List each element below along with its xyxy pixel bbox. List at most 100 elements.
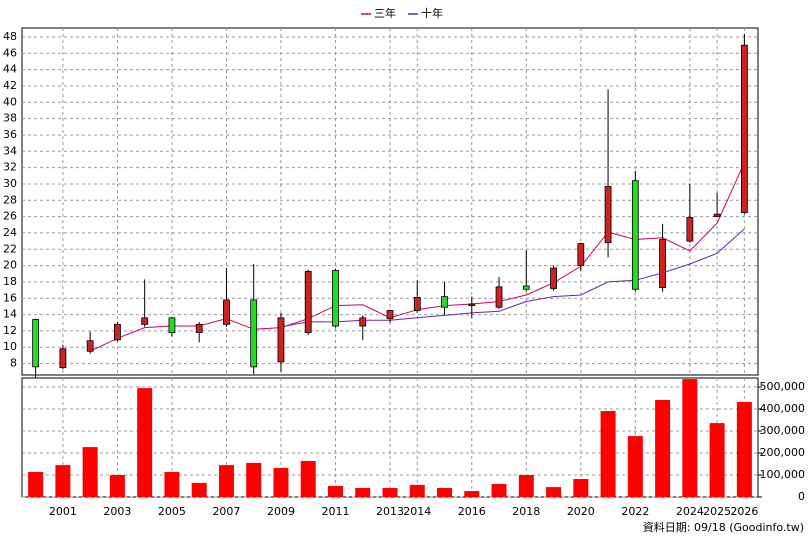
volume-bar xyxy=(382,487,398,497)
candle-body xyxy=(468,303,476,307)
volume-bar xyxy=(655,399,671,497)
volume-bar xyxy=(709,423,725,497)
y-tick-label: 8 xyxy=(10,357,17,370)
volume-bar xyxy=(327,486,343,497)
legend-label: 十年 xyxy=(421,6,443,20)
volume-bar xyxy=(246,462,262,497)
volume-bar xyxy=(109,475,125,497)
y2-tick-label: 300,000 xyxy=(760,424,806,437)
y-tick-label: 44 xyxy=(3,63,17,76)
y-tick-label: 10 xyxy=(3,340,17,353)
volume-bar xyxy=(164,471,180,497)
legend-label: 三年 xyxy=(374,6,396,20)
y-tick-label: 40 xyxy=(3,95,17,108)
y-tick-label: 28 xyxy=(3,193,17,206)
y-tick-label: 38 xyxy=(3,112,17,125)
x-tick-label: 2011 xyxy=(321,505,349,518)
volume-bar xyxy=(682,379,698,497)
x-tick-label: 2003 xyxy=(103,505,131,518)
candle-body xyxy=(577,243,585,266)
y2-tick-label: 200,000 xyxy=(760,446,806,459)
y-tick-label: 22 xyxy=(3,242,17,255)
candle-body xyxy=(250,299,258,368)
x-tick-label: 2024 xyxy=(676,505,704,518)
candle-body xyxy=(604,185,612,244)
y-tick-label: 42 xyxy=(3,79,17,92)
y2-tick-label: 400,000 xyxy=(760,402,806,415)
x-tick-label: 2020 xyxy=(567,505,595,518)
candle-body xyxy=(141,317,149,325)
volume-bar xyxy=(518,475,534,497)
candle-body xyxy=(277,317,285,363)
volume-bar xyxy=(546,487,562,497)
footnote: 資料日期: 09/18 (Goodinfo.tw) xyxy=(643,520,804,534)
line-series xyxy=(280,228,745,328)
volume-bar xyxy=(218,465,234,497)
x-tick-label: 2001 xyxy=(49,505,77,518)
volume-bar xyxy=(28,471,44,497)
x-tick-label: 2016 xyxy=(458,505,486,518)
volume-bar xyxy=(437,487,453,497)
x-tick-label: 2013 xyxy=(376,505,404,518)
candle-body xyxy=(686,217,694,242)
volume-frame xyxy=(21,377,759,498)
candle-body xyxy=(32,319,40,368)
candle-body xyxy=(413,297,421,311)
y-tick-label: 34 xyxy=(3,144,17,157)
candle-body xyxy=(195,323,203,333)
y-tick-label: 24 xyxy=(3,226,17,239)
y-tick-label: 36 xyxy=(3,128,17,141)
y-tick-label: 32 xyxy=(3,161,17,174)
candle-body xyxy=(59,348,67,369)
y2-tick-label: 0 xyxy=(798,490,805,503)
candle-body xyxy=(168,317,176,333)
volume-bar xyxy=(191,482,207,497)
candle-body xyxy=(740,44,748,213)
y-tick-label: 20 xyxy=(3,259,17,272)
volume-bar xyxy=(600,410,616,497)
volume-bar xyxy=(464,491,480,497)
volume-bar xyxy=(300,460,316,497)
x-tick-label: 2009 xyxy=(267,505,295,518)
volume-bar xyxy=(409,484,425,497)
candle-body xyxy=(659,239,666,289)
candle-body xyxy=(86,340,94,352)
candle-body xyxy=(332,270,339,327)
candle-body xyxy=(495,286,503,308)
y-tick-label: 12 xyxy=(3,324,17,337)
candle-body xyxy=(441,296,448,308)
y-tick-label: 18 xyxy=(3,275,17,288)
x-tick-label: 2014 xyxy=(403,505,431,518)
candle-body xyxy=(223,299,230,325)
x-tick-label: 2007 xyxy=(212,505,240,518)
candle-body xyxy=(713,213,721,218)
volume-bar xyxy=(355,487,371,497)
y2-tick-label: 500,000 xyxy=(760,380,806,393)
x-tick-label: 2025 xyxy=(703,505,731,518)
y-tick-label: 16 xyxy=(3,291,17,304)
volume-bar xyxy=(137,388,153,497)
y2-tick-label: 100,000 xyxy=(760,468,806,481)
volume-bar xyxy=(736,401,752,497)
x-tick-label: 2005 xyxy=(158,505,186,518)
volume-bar xyxy=(82,447,98,497)
x-tick-label: 2018 xyxy=(512,505,540,518)
candle-body xyxy=(550,267,557,289)
volume-bar xyxy=(55,465,71,497)
y-tick-label: 46 xyxy=(3,46,17,59)
candle-body xyxy=(631,180,639,290)
volume-bar xyxy=(627,436,643,497)
x-tick-label: 2026 xyxy=(730,505,758,518)
y-tick-label: 30 xyxy=(3,177,17,190)
y-tick-label: 26 xyxy=(3,210,17,223)
x-tick-label: 2022 xyxy=(621,505,649,518)
candle-body xyxy=(359,317,367,327)
volume-bar xyxy=(273,467,289,497)
volume-bar xyxy=(573,478,589,497)
y-tick-label: 48 xyxy=(3,30,17,43)
volume-bar xyxy=(491,484,507,497)
candle-body xyxy=(386,310,394,320)
y-tick-label: 14 xyxy=(3,308,17,321)
candle-body xyxy=(304,270,312,333)
